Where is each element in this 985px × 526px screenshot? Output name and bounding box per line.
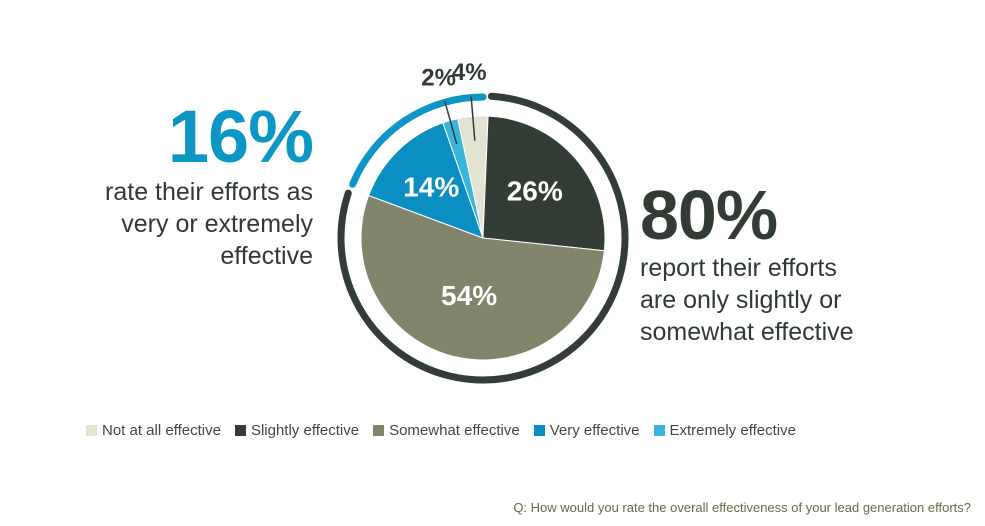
very-extremely-bracket bbox=[349, 93, 487, 188]
legend-label: Somewhat effective bbox=[389, 422, 520, 439]
legend-swatch bbox=[86, 425, 97, 436]
slightly-somewhat-callout: 80% report their efforts are only slight… bbox=[640, 180, 854, 348]
legend-item-somewhat: Somewhat effective bbox=[373, 422, 520, 439]
leader-line bbox=[444, 101, 458, 145]
label-very: 14% bbox=[403, 172, 459, 203]
very-extremely-text-line: rate their efforts as bbox=[105, 178, 313, 206]
slightly-somewhat-text-line: somewhat effective bbox=[640, 318, 854, 346]
legend-label: Not at all effective bbox=[102, 422, 221, 439]
very-extremely-callout: 16% rate their efforts as very or extrem… bbox=[105, 95, 314, 272]
very-extremely-text-line: effective bbox=[220, 242, 313, 270]
very-extremely-percent: 16% bbox=[167, 95, 314, 178]
survey-question: Q: How would you rate the overall effect… bbox=[513, 500, 971, 515]
label-somewhat: 54% bbox=[441, 280, 497, 311]
slightly-somewhat-bracket bbox=[337, 92, 629, 384]
slightly-somewhat-text-line: report their efforts bbox=[640, 254, 837, 282]
legend-item-not-at-all: Not at all effective bbox=[86, 422, 221, 439]
leader-line bbox=[470, 96, 476, 141]
slightly-somewhat-text-line: are only slightly or bbox=[640, 286, 842, 314]
slightly-somewhat-text: report their efforts are only slightly o… bbox=[640, 252, 854, 348]
legend-swatch bbox=[234, 425, 246, 436]
legend-item-very: Very effective bbox=[533, 422, 640, 439]
slice-somewhat bbox=[360, 194, 605, 361]
legend-label: Slightly effective bbox=[250, 422, 360, 439]
label-extremely: 2% bbox=[421, 64, 456, 91]
slice-very bbox=[368, 122, 484, 239]
legend-item-slightly: Slightly effective bbox=[234, 422, 360, 439]
legend-label: Very effective bbox=[549, 422, 640, 439]
legend-swatch bbox=[653, 425, 665, 436]
slightly-somewhat-percent: 80% bbox=[640, 176, 778, 254]
slice-slightly bbox=[482, 115, 606, 252]
label-slightly: 26% bbox=[507, 176, 563, 207]
legend-label: Extremely effective bbox=[669, 422, 796, 439]
very-extremely-text: rate their efforts as very or extremely … bbox=[105, 176, 313, 272]
legend-swatch bbox=[373, 425, 385, 436]
label-not-at-all: 4% bbox=[452, 59, 487, 86]
legend-swatch bbox=[533, 425, 545, 436]
chart-legend: Not at all effective Slightly effective … bbox=[86, 422, 810, 439]
legend-item-extremely: Extremely effective bbox=[653, 422, 796, 439]
very-extremely-text-line: very or extremely bbox=[121, 210, 313, 238]
